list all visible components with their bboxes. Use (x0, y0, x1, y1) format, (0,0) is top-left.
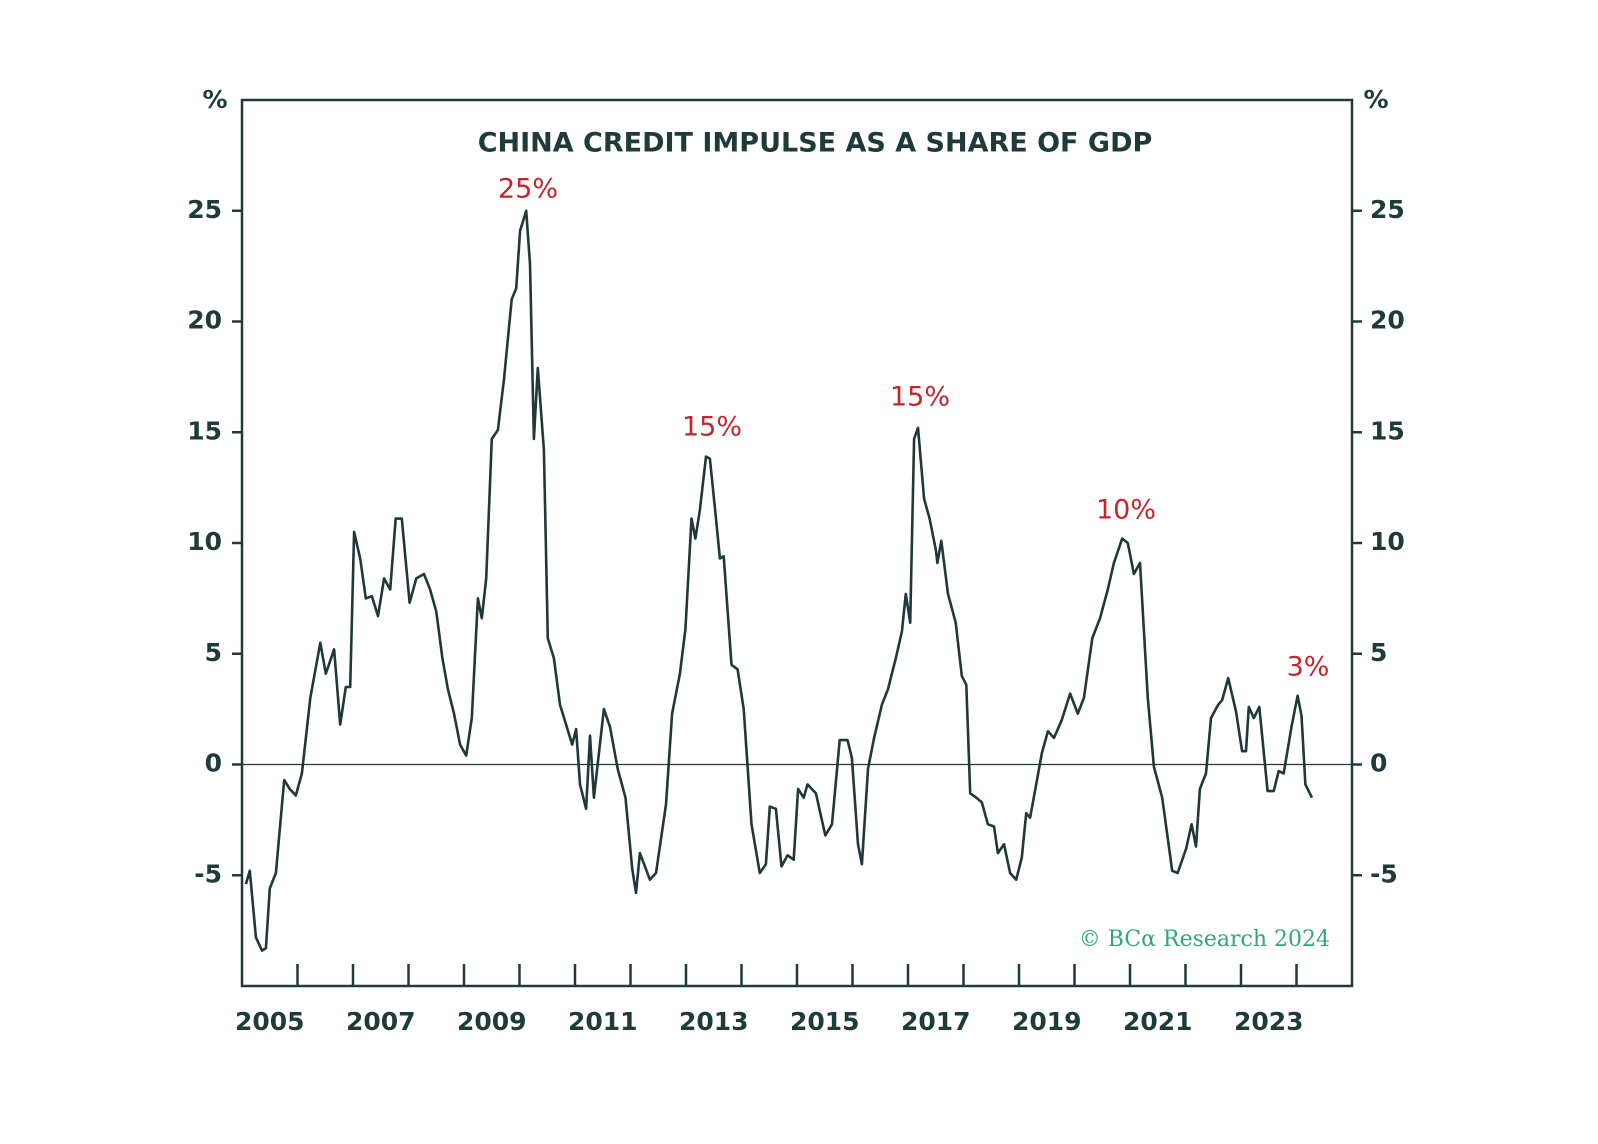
y-tick-label: 0 (205, 749, 222, 778)
line-series (244, 209, 1314, 952)
y2-tick-label: 5 (1370, 638, 1387, 667)
x-tick-label: 2007 (346, 1007, 416, 1036)
y-tick-label: 20 (187, 306, 222, 335)
x-tick-label: 2009 (457, 1007, 527, 1036)
annotation: 15% (890, 382, 950, 413)
x-tick-label: 2021 (1123, 1007, 1193, 1036)
y2-tick-label: -5 (1370, 859, 1398, 888)
annotation: 15% (682, 412, 742, 443)
y2-axis-label: % (1363, 85, 1388, 114)
y2-tick-label: 25 (1370, 195, 1405, 224)
y2-tick-label: 0 (1370, 749, 1387, 778)
x-tick-label: 2017 (901, 1007, 971, 1036)
y2-tick-label: 20 (1370, 306, 1405, 335)
x-tick-label: 2019 (1012, 1007, 1082, 1036)
y-tick-label: 15 (187, 416, 222, 445)
x-tick-label: 2023 (1234, 1007, 1304, 1036)
credit: © BCα Research 2024 (1079, 927, 1330, 952)
annotation: 25% (498, 174, 558, 205)
y-tick-label: 5 (205, 638, 222, 667)
annotation: 3% (1287, 652, 1330, 683)
y2-tick-label: 15 (1370, 416, 1405, 445)
y2-tick-label: 10 (1370, 527, 1405, 556)
x-tick-label: 2011 (568, 1007, 638, 1036)
y-tick-label: -5 (194, 859, 222, 888)
y-axis-label: % (202, 85, 227, 114)
x-tick-label: 2005 (235, 1007, 305, 1036)
chart-title: CHINA CREDIT IMPULSE AS A SHARE OF GDP (478, 128, 1153, 159)
x-tick-label: 2015 (790, 1007, 860, 1036)
x-tick-label: 2013 (679, 1007, 749, 1036)
y-tick-label: 25 (187, 195, 222, 224)
y-tick-label: 10 (187, 527, 222, 556)
annotation: 10% (1096, 495, 1156, 526)
